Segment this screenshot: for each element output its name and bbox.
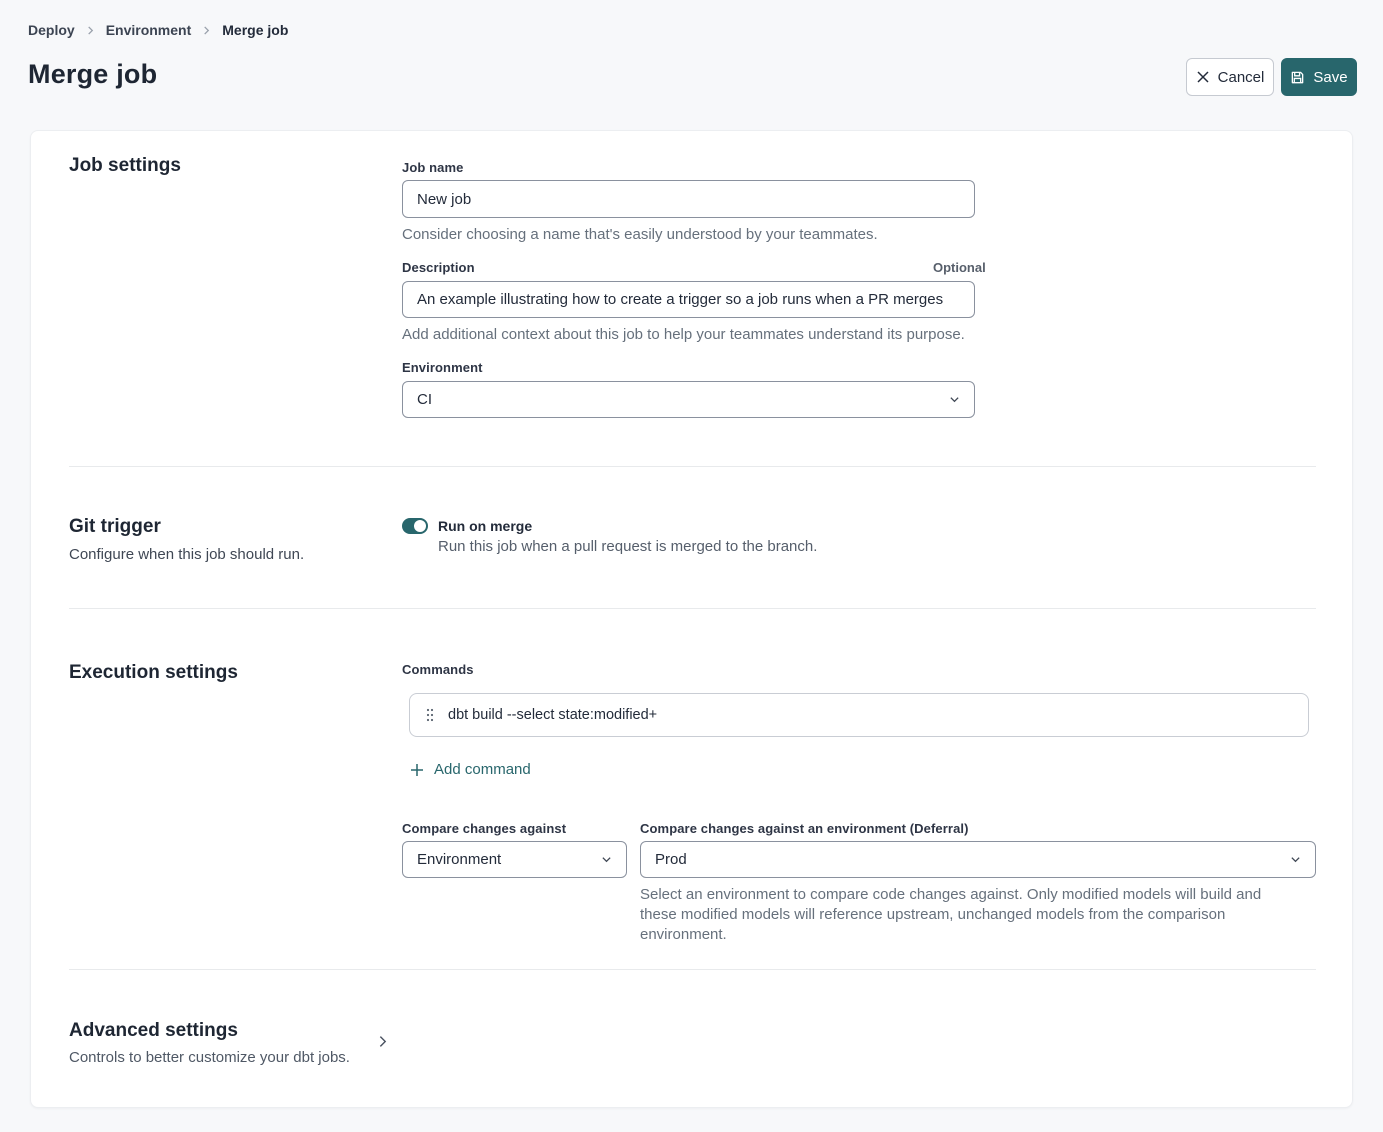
execution-settings-heading: Execution settings xyxy=(69,662,238,683)
run-on-merge-description: Run this job when a pull request is merg… xyxy=(438,538,818,555)
breadcrumb-separator-icon xyxy=(202,25,211,35)
section-divider xyxy=(69,608,1316,609)
compare-changes-select[interactable]: Environment xyxy=(402,841,627,878)
close-icon xyxy=(1196,70,1210,84)
save-button[interactable]: Save xyxy=(1281,58,1357,96)
commands-label: Commands xyxy=(402,662,474,677)
description-label: Description xyxy=(402,260,475,275)
chevron-right-icon[interactable] xyxy=(376,1035,389,1048)
environment-label: Environment xyxy=(402,360,483,375)
advanced-settings-subheading: Controls to better customize your dbt jo… xyxy=(69,1049,350,1066)
job-name-helper: Consider choosing a name that's easily u… xyxy=(402,226,878,243)
chevron-down-icon xyxy=(601,854,612,865)
breadcrumb: Deploy Environment Merge job xyxy=(28,22,288,38)
deferral-helper: Select an environment to compare code ch… xyxy=(640,886,1262,943)
run-on-merge-label: Run on merge xyxy=(438,518,533,534)
deferral-select-value: Prod xyxy=(655,851,687,868)
command-text[interactable]: dbt build --select state:modified+ xyxy=(448,707,658,723)
environment-select-value: CI xyxy=(417,391,432,408)
drag-handle-icon[interactable] xyxy=(426,708,434,722)
run-on-merge-toggle[interactable] xyxy=(402,518,428,534)
deferral-label: Compare changes against an environment (… xyxy=(640,821,969,836)
description-helper: Add additional context about this job to… xyxy=(402,326,965,343)
chevron-down-icon xyxy=(949,394,960,405)
plus-icon xyxy=(410,763,424,777)
job-name-label: Job name xyxy=(402,160,464,175)
git-trigger-subheading: Configure when this job should run. xyxy=(69,546,305,563)
add-command-label: Add command xyxy=(434,761,531,778)
chevron-down-icon xyxy=(1290,854,1301,865)
job-name-input[interactable] xyxy=(402,180,975,218)
cancel-button[interactable]: Cancel xyxy=(1186,58,1274,96)
toggle-knob xyxy=(414,520,426,532)
breadcrumb-item-deploy[interactable]: Deploy xyxy=(28,22,75,38)
job-settings-heading: Job settings xyxy=(69,155,181,176)
description-optional-tag: Optional xyxy=(933,260,986,275)
cancel-button-label: Cancel xyxy=(1217,68,1265,86)
page-title: Merge job xyxy=(28,59,158,89)
git-trigger-heading: Git trigger xyxy=(69,516,161,537)
breadcrumb-item-merge-job: Merge job xyxy=(222,22,289,38)
command-row[interactable]: dbt build --select state:modified+ xyxy=(409,693,1309,737)
job-form-card: Job settings Job name Consider choosing … xyxy=(30,130,1353,1108)
compare-changes-label: Compare changes against xyxy=(402,821,567,836)
breadcrumb-item-environment[interactable]: Environment xyxy=(105,22,192,38)
section-divider xyxy=(69,466,1316,467)
save-icon xyxy=(1290,70,1305,85)
section-divider xyxy=(69,969,1316,970)
add-command-button[interactable]: Add command xyxy=(410,761,531,778)
breadcrumb-separator-icon xyxy=(86,25,95,35)
description-input[interactable] xyxy=(402,281,975,318)
environment-select[interactable]: CI xyxy=(402,381,975,418)
deferral-select[interactable]: Prod xyxy=(640,841,1316,878)
compare-changes-select-value: Environment xyxy=(417,851,502,868)
save-button-label: Save xyxy=(1313,68,1348,86)
advanced-settings-heading: Advanced settings xyxy=(69,1020,238,1041)
